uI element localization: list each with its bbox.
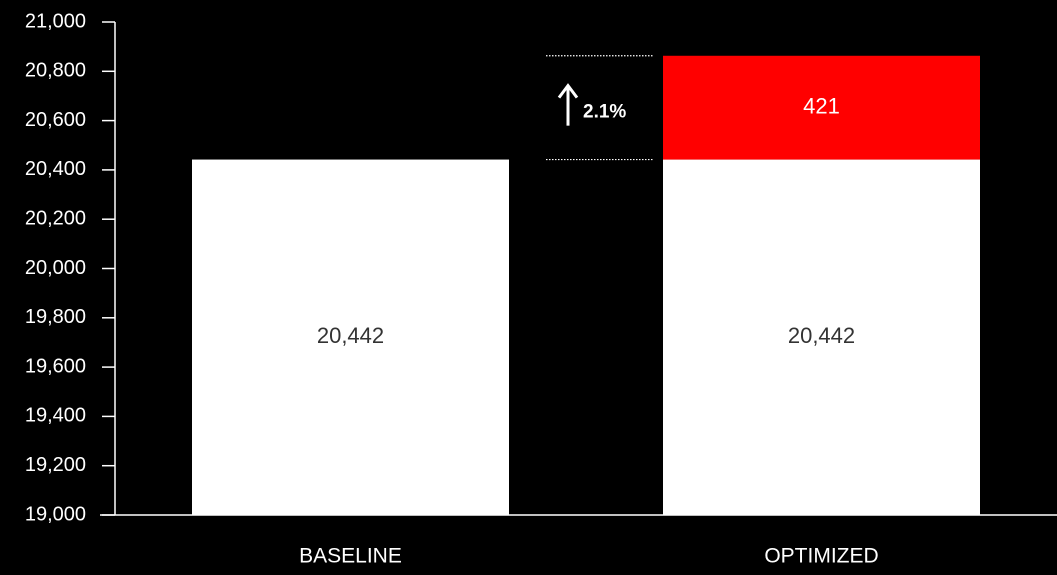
annotation: 2.1% <box>583 102 626 123</box>
bar-segment <box>663 55 980 160</box>
y-tick-label: 19,000 <box>25 503 86 525</box>
y-tick-label: 20,000 <box>25 257 86 279</box>
y-tick-label: 20,400 <box>25 158 86 180</box>
data-label: 20,442 <box>788 323 855 348</box>
y-tick-label: 19,400 <box>25 405 86 427</box>
data-label: 421 <box>803 93 840 118</box>
bar-segment <box>192 159 509 515</box>
x-tick-label: BASELINE <box>299 545 402 568</box>
y-tick-label: 19,800 <box>25 306 86 328</box>
y-tick-label: 20,200 <box>25 207 86 229</box>
y-tick-label: 21,000 <box>25 10 86 32</box>
data-label: 20,442 <box>317 323 384 348</box>
y-tick-label: 19,600 <box>25 355 86 377</box>
x-tick-label: OPTIMIZED <box>764 545 878 568</box>
bar-segment <box>663 159 980 515</box>
arrow-head <box>557 83 579 99</box>
y-tick-label: 20,600 <box>25 109 86 131</box>
y-tick-label: 20,800 <box>25 60 86 82</box>
y-tick-label: 19,200 <box>25 454 86 476</box>
